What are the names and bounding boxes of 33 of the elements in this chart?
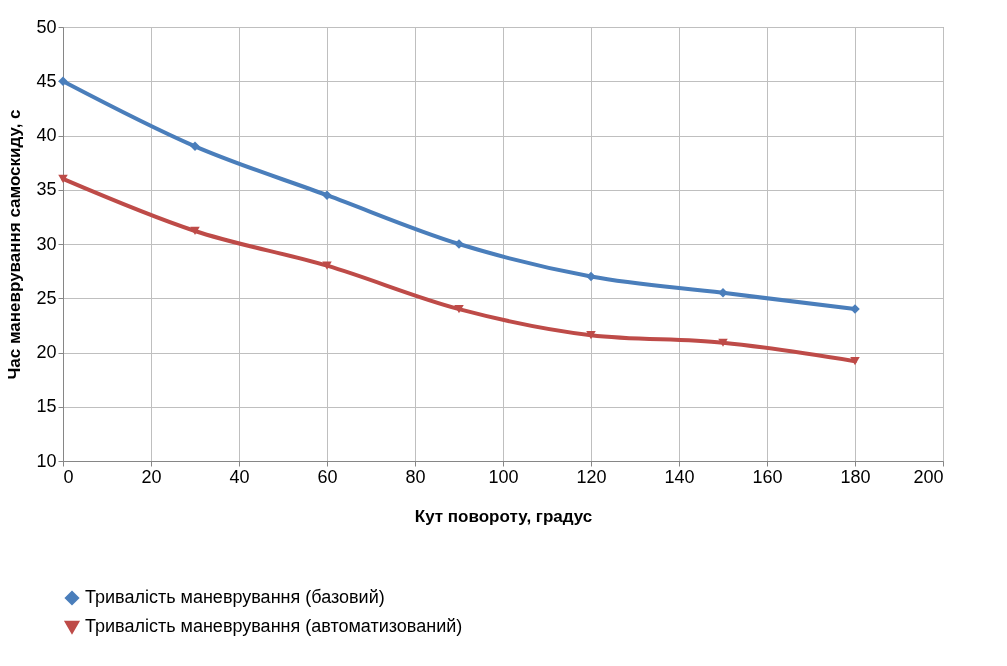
y-tick-label: 45 xyxy=(36,70,57,91)
y-tick-label: 15 xyxy=(36,396,57,417)
x-tick-label: 40 xyxy=(229,466,250,487)
x-tick-label: 20 xyxy=(141,466,162,487)
legend-label: Тривалість маневрування (базовий) xyxy=(85,587,385,607)
x-tick-label: 100 xyxy=(488,466,519,487)
y-axis-title: Час маневрування самоскиду, с xyxy=(5,109,25,380)
y-tick-label: 30 xyxy=(36,233,57,254)
y-tick-label: 10 xyxy=(36,450,57,471)
point xyxy=(454,304,464,314)
x-tick-label: 120 xyxy=(576,466,607,487)
x-tick-label: 80 xyxy=(405,466,426,487)
x-tick-label: 180 xyxy=(840,466,871,487)
x-tick-label: 160 xyxy=(752,466,783,487)
point xyxy=(586,271,596,282)
y-tick-label: 50 xyxy=(36,16,57,37)
point xyxy=(190,226,200,236)
legend-label: Тривалість маневрування (автоматизований) xyxy=(85,616,463,636)
x-tick-label: 140 xyxy=(664,466,695,487)
point xyxy=(586,331,596,340)
point xyxy=(850,357,860,366)
point xyxy=(58,76,68,86)
x-axis-title: Кут повороту, градус xyxy=(414,506,593,526)
y-tick-label: 40 xyxy=(36,125,57,145)
x-tick-label: 200 xyxy=(913,466,944,487)
point xyxy=(718,338,728,347)
y-tick-label: 20 xyxy=(36,342,57,362)
x-tick-label: 0 xyxy=(63,466,74,487)
x-tick-label: 60 xyxy=(317,466,338,487)
point xyxy=(190,141,200,152)
y-tick-label: 25 xyxy=(36,287,57,308)
point xyxy=(58,174,68,184)
y-tick-label: 35 xyxy=(36,179,57,200)
